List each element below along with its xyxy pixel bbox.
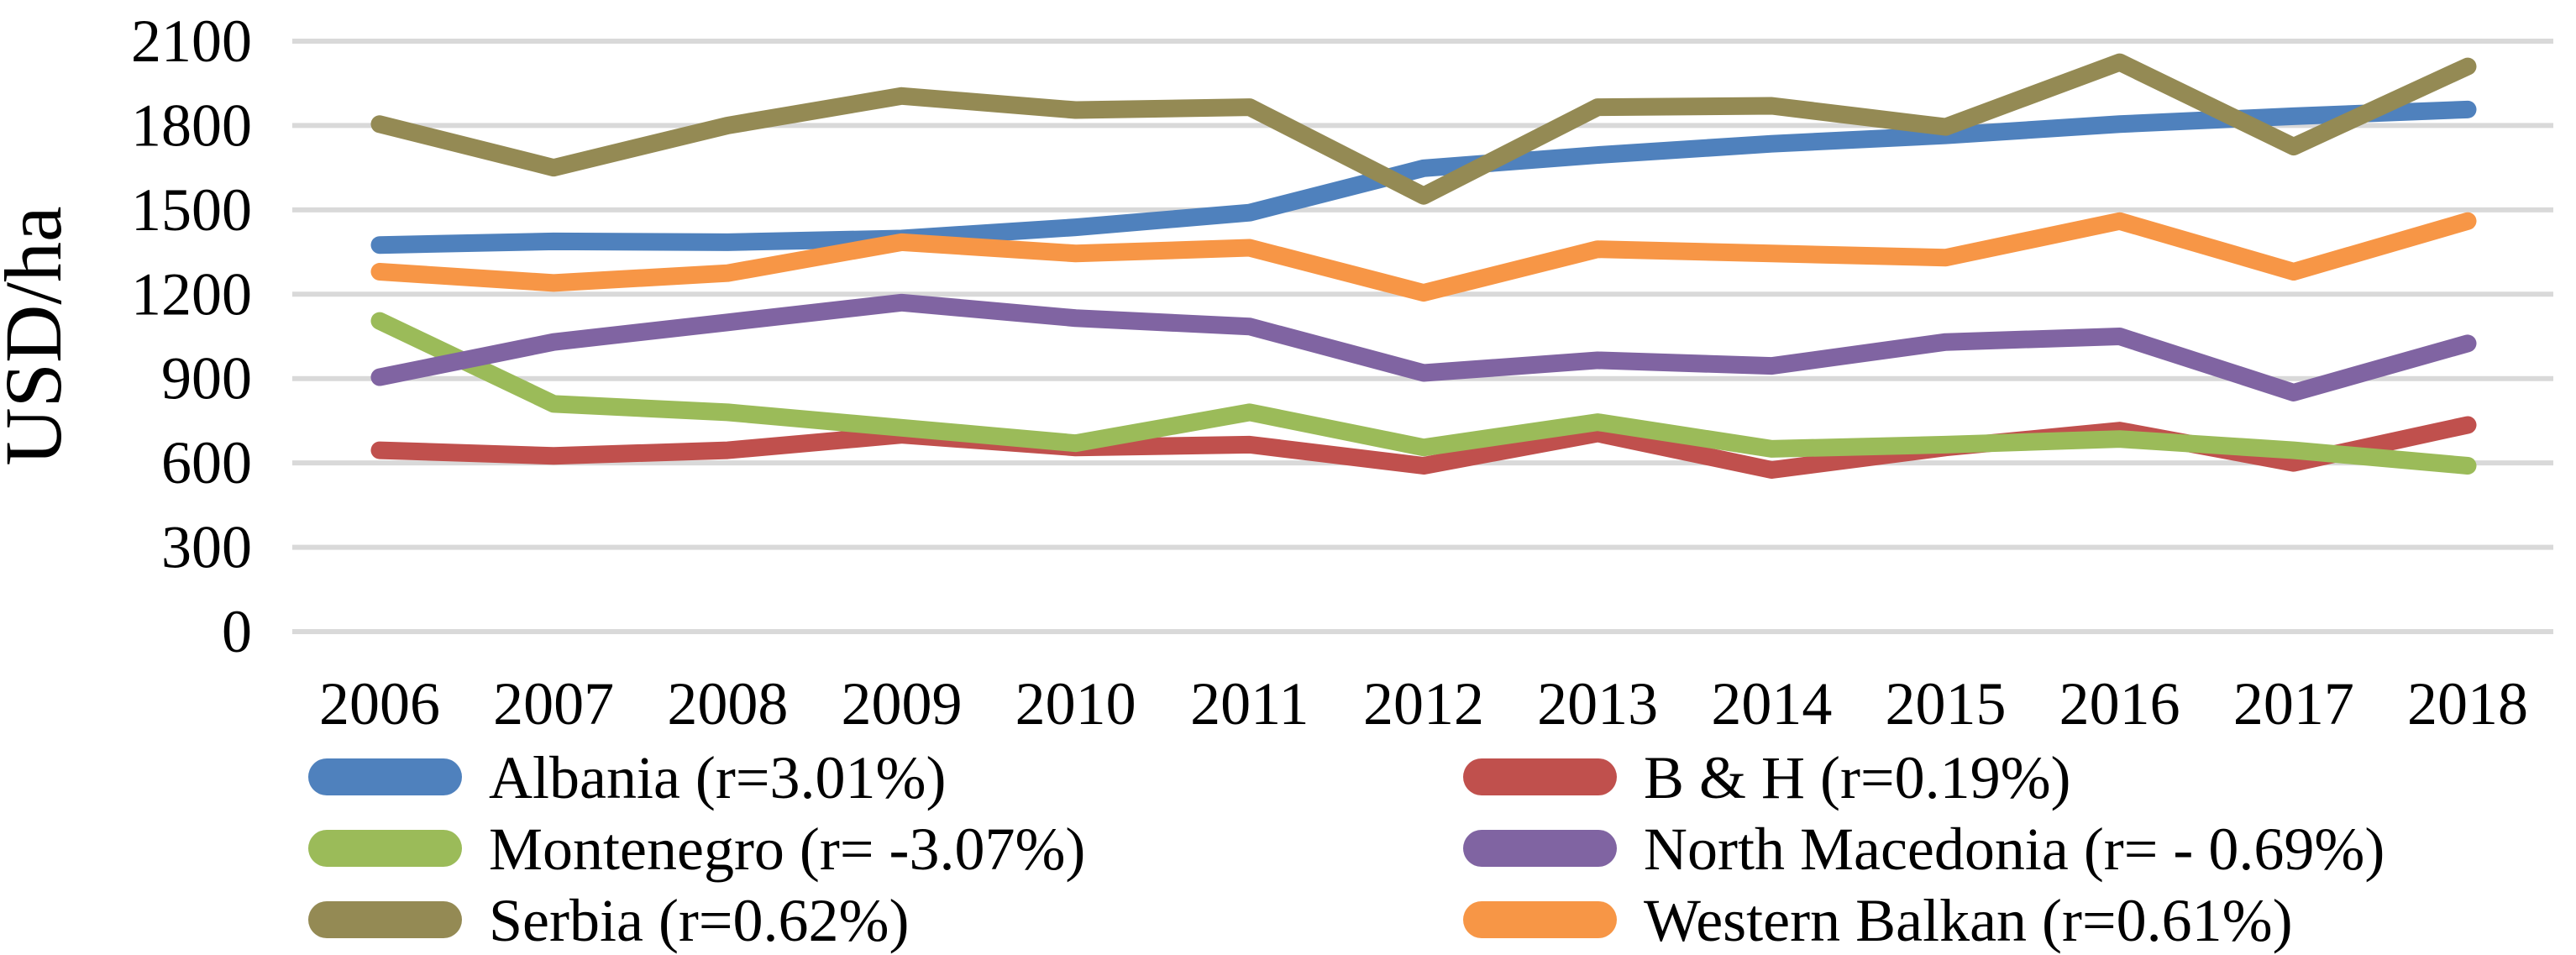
x-tick-label: 2018 [2407,670,2528,737]
y-axis-tick-labels: 0 300 600 900 1200 1500 1800 2100 [131,8,252,665]
y-tick-label: 1800 [131,92,252,159]
legend-label: Western Balkan (r=0.61%) [1644,887,2293,954]
x-tick-label: 2007 [493,670,614,737]
x-tick-label: 2014 [1711,670,1832,737]
x-tick-label: 2010 [1015,670,1136,737]
y-tick-label: 300 [161,514,252,581]
legend-label: B & H (r=0.19%) [1644,744,2071,811]
series-line-western [370,212,2477,302]
x-tick-label: 2017 [2233,670,2354,737]
x-axis-tick-labels: 2006 2007 2008 2009 2010 2011 2012 2013 2014 2015… [319,670,2528,737]
y-tick-label: 1500 [131,176,252,244]
x-tick-label: 2009 [842,670,963,737]
series-line-north [370,293,2477,401]
series-lines [370,53,2477,480]
series-line-serbia [370,53,2477,205]
series-line-albania [370,100,2477,254]
y-tick-label: 900 [161,345,252,412]
x-tick-label: 2013 [1537,670,1658,737]
y-tick-label: 600 [161,429,252,496]
legend: Albania (r=3.01%)Montenegro (r= -3.07%)S… [308,744,2385,954]
x-tick-label: 2011 [1190,670,1309,737]
legend-label: Albania (r=3.01%) [489,744,946,811]
legend-label: North Macedonia (r= - 0.69%) [1644,816,2385,883]
y-tick-label: 1200 [131,260,252,328]
x-tick-label: 2012 [1363,670,1484,737]
y-axis-title: USD/ha [0,206,78,465]
x-tick-label: 2015 [1886,670,2007,737]
y-tick-label: 2100 [131,8,252,75]
x-tick-label: 2016 [2059,670,2180,737]
legend-label: Serbia (r=0.62%) [489,887,909,954]
x-tick-label: 2006 [319,670,440,737]
x-tick-label: 2008 [667,670,788,737]
series-line-montenegro [370,312,2477,475]
legend-label: Montenegro (r= -3.07%) [489,816,1085,883]
y-tick-label: 0 [222,598,252,665]
